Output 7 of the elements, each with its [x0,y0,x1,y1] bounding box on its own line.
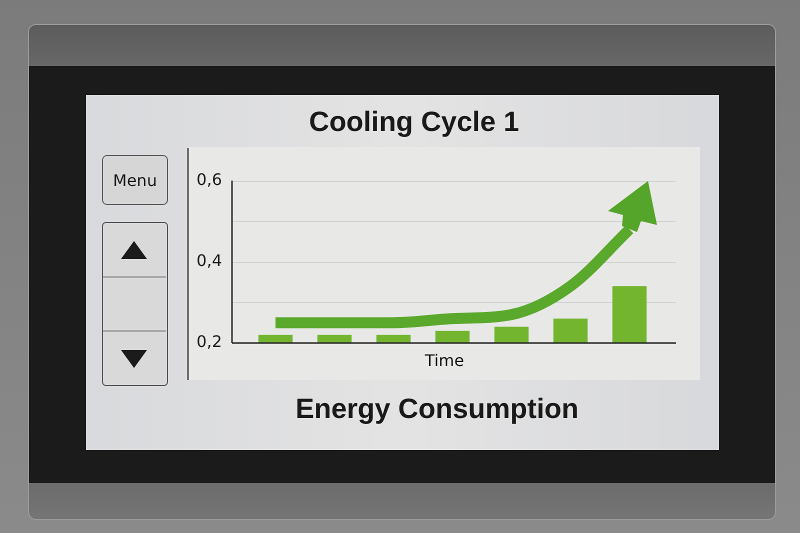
menu-button: Menu [102,155,168,205]
x-axis-title: Time [424,351,464,370]
y-tick-label: 0,2 [196,332,222,352]
y-tick-label: 0,6 [196,170,222,189]
y-tick-label: 0,4 [196,250,222,270]
chart-title: Cooling Cycle 1 [308,105,520,139]
text: Energy Consumption [294,392,580,426]
